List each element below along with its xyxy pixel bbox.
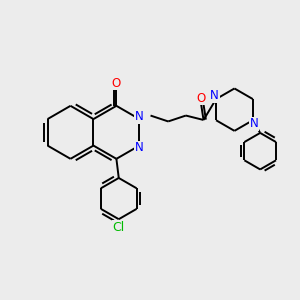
Text: O: O: [112, 77, 121, 90]
Text: N: N: [135, 141, 144, 154]
Text: Cl: Cl: [112, 221, 125, 234]
Text: N: N: [250, 117, 259, 130]
Text: O: O: [196, 92, 206, 105]
Text: N: N: [210, 89, 219, 102]
Text: N: N: [135, 110, 144, 123]
